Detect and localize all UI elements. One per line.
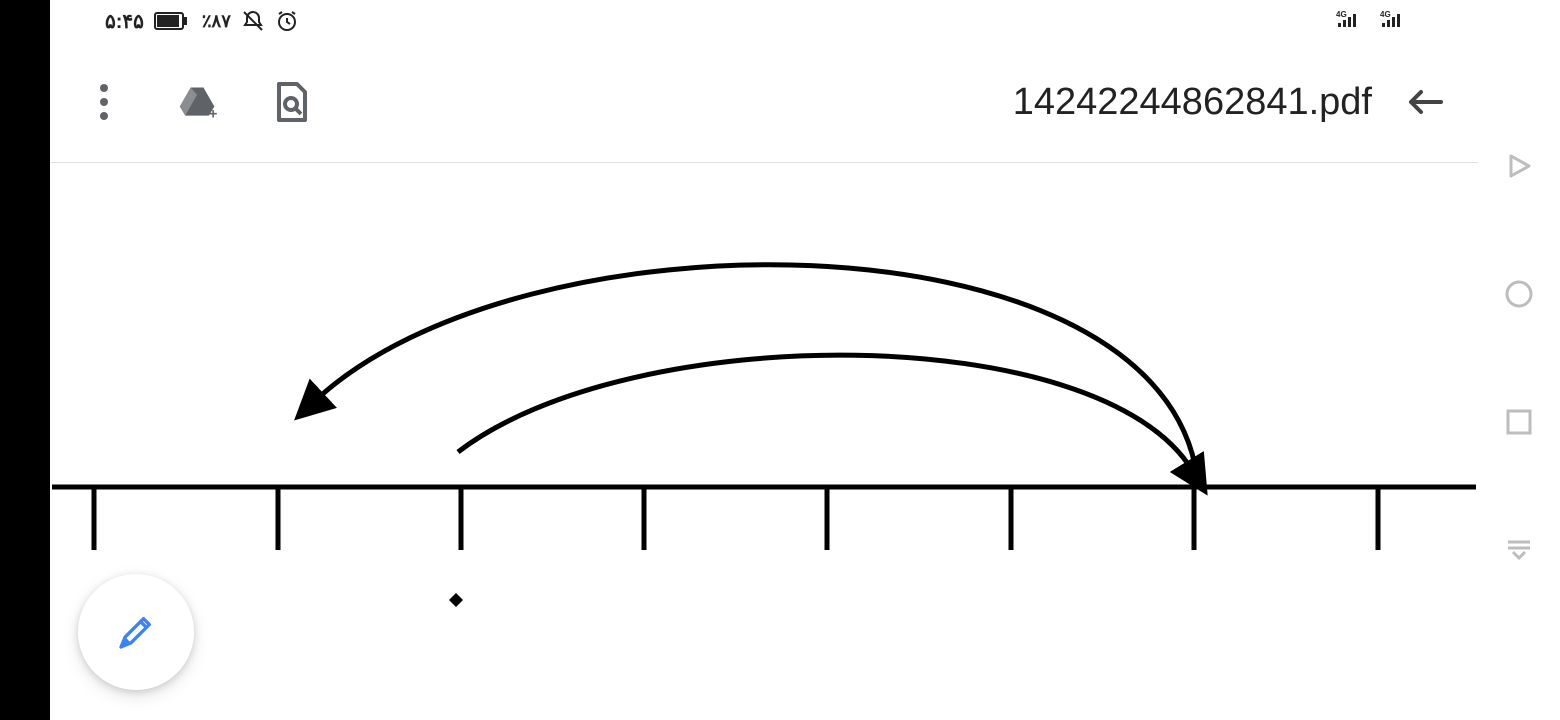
- pencil-icon: [116, 612, 156, 652]
- drive-add-button[interactable]: +: [178, 82, 218, 122]
- nav-recent-button[interactable]: [1503, 406, 1535, 438]
- back-icon: [1405, 82, 1445, 122]
- svg-text:4G: 4G: [1380, 10, 1391, 19]
- edit-fab[interactable]: [78, 574, 194, 690]
- svg-text:+: +: [209, 106, 218, 122]
- battery-icon: [154, 12, 188, 30]
- status-clock: ۵:۴۵: [105, 9, 144, 34]
- status-bar: ۵:۴۵ ٪۸۷ 4G 4G: [50, 0, 1560, 42]
- triangle-icon: [1505, 152, 1533, 180]
- signal-icon-1: 4G: [1336, 9, 1366, 34]
- nav-back-button[interactable]: [1503, 150, 1535, 182]
- back-button[interactable]: [1402, 79, 1448, 125]
- battery-percent: ٪۸۷: [202, 11, 231, 32]
- status-left: ۵:۴۵ ٪۸۷: [50, 9, 299, 34]
- more-icon: [99, 83, 109, 121]
- app-toolbar: + 14242244862841.pdf: [50, 42, 1478, 163]
- find-in-page-button[interactable]: [272, 82, 312, 122]
- nav-expand-button[interactable]: [1503, 534, 1535, 566]
- signal-icon-2: 4G: [1380, 9, 1410, 34]
- more-button[interactable]: [84, 82, 124, 122]
- mute-icon: [241, 9, 265, 33]
- square-icon: [1505, 408, 1533, 436]
- document-title: 14242244862841.pdf: [1013, 81, 1402, 124]
- system-nav-bar: [1478, 0, 1560, 720]
- document-canvas: [50, 163, 1478, 720]
- drive-add-icon: +: [178, 82, 218, 122]
- screen: ۵:۴۵ ٪۸۷ 4G 4G: [0, 0, 1560, 720]
- chevron-down-icon: [1506, 540, 1532, 560]
- left-black-edge: [0, 0, 50, 720]
- find-in-page-icon: [275, 82, 309, 122]
- svg-text:4G: 4G: [1336, 10, 1347, 19]
- toolbar-left: +: [50, 82, 312, 122]
- circle-icon: [1504, 279, 1534, 309]
- nav-home-button[interactable]: [1503, 278, 1535, 310]
- number-line-diagram: [50, 163, 1478, 720]
- alarm-icon: [275, 9, 299, 33]
